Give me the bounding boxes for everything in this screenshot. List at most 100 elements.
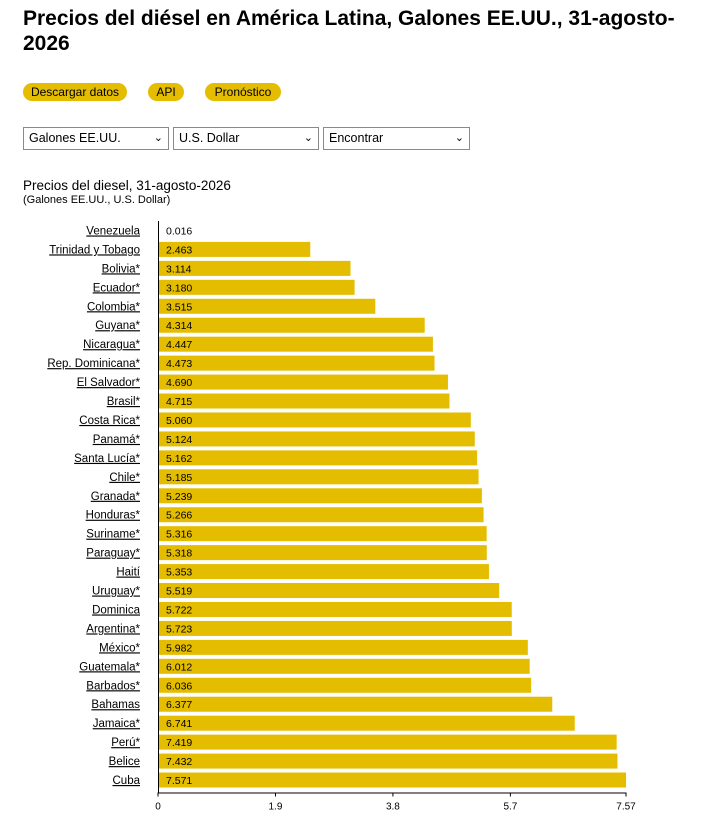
bar xyxy=(158,715,575,731)
value-label: 5.318 xyxy=(166,548,192,560)
value-label: 6.741 xyxy=(166,718,192,730)
value-label: 4.715 xyxy=(166,396,192,408)
category-label[interactable]: Paraguay* xyxy=(86,548,140,560)
category-label[interactable]: Dominica xyxy=(92,604,141,616)
category-label[interactable]: Colombia* xyxy=(87,301,141,313)
x-tick-label: 0 xyxy=(155,802,161,813)
forecast-button[interactable]: Pronóstico xyxy=(205,83,281,101)
bar xyxy=(158,488,482,504)
bar xyxy=(158,734,617,750)
category-label[interactable]: Ecuador* xyxy=(93,282,141,294)
chart-title: Precios del diesel, 31-agosto-2026 xyxy=(23,178,231,193)
x-tick-label: 7.57 xyxy=(616,802,636,813)
bar xyxy=(158,317,425,333)
value-label: 5.982 xyxy=(166,642,192,654)
bar xyxy=(158,639,528,655)
value-label: 5.124 xyxy=(166,434,192,446)
category-label[interactable]: El Salvador* xyxy=(77,377,141,389)
bar xyxy=(158,393,450,409)
bar xyxy=(158,412,471,428)
category-label[interactable]: Rep. Dominicana* xyxy=(47,358,140,370)
category-label[interactable]: Honduras* xyxy=(86,510,141,522)
category-label[interactable]: Bahamas xyxy=(91,699,140,711)
currency-select-value: U.S. Dollar xyxy=(179,131,240,145)
find-select-value: Encontrar xyxy=(329,131,384,145)
bar xyxy=(158,564,489,580)
bar xyxy=(158,545,487,561)
chevron-down-icon: ⌄ xyxy=(303,132,313,144)
value-label: 5.185 xyxy=(166,472,192,484)
category-label[interactable]: Haití xyxy=(116,567,140,579)
category-label[interactable]: Panamá* xyxy=(93,434,141,446)
value-label: 4.447 xyxy=(166,339,192,351)
category-label[interactable]: Bolivia* xyxy=(102,263,141,275)
x-tick-label: 1.9 xyxy=(269,802,283,813)
value-label: 7.419 xyxy=(166,737,192,749)
category-label[interactable]: Barbados* xyxy=(86,680,140,692)
category-label[interactable]: Guyana* xyxy=(95,320,140,332)
category-label[interactable]: Belice xyxy=(109,756,140,768)
bar xyxy=(158,241,311,257)
bar xyxy=(158,431,475,447)
bar xyxy=(158,620,512,636)
category-label[interactable]: Trinidad y Tobago xyxy=(49,244,140,256)
category-label[interactable]: Suriname* xyxy=(86,529,140,541)
bar xyxy=(158,658,530,674)
bar xyxy=(158,374,448,390)
chart-subtitle: (Galones EE.UU., U.S. Dollar) xyxy=(23,194,171,206)
value-label: 3.180 xyxy=(166,282,192,294)
bar xyxy=(158,677,532,693)
currency-select[interactable]: U.S. Dollar ⌄ xyxy=(173,127,319,150)
value-label: 5.316 xyxy=(166,529,192,541)
category-label[interactable]: Cuba xyxy=(113,775,141,787)
bar xyxy=(158,298,376,314)
value-label: 6.377 xyxy=(166,699,192,711)
value-label: 5.239 xyxy=(166,491,192,503)
value-label: 7.571 xyxy=(166,775,192,787)
page-title: Precios del diésel en América Latina, Ga… xyxy=(23,7,675,55)
find-select[interactable]: Encontrar ⌄ xyxy=(323,127,470,150)
category-label[interactable]: Granada* xyxy=(91,491,141,503)
category-label[interactable]: Uruguay* xyxy=(92,586,140,598)
category-label[interactable]: Jamaica* xyxy=(93,718,141,730)
category-label[interactable]: Venezuela xyxy=(86,225,140,237)
x-tick-label: 5.7 xyxy=(503,802,517,813)
category-label[interactable]: Costa Rica* xyxy=(79,415,140,427)
category-label[interactable]: Perú* xyxy=(111,737,140,749)
value-label: 6.012 xyxy=(166,661,192,673)
bar xyxy=(158,260,351,276)
value-label: 4.314 xyxy=(166,320,192,332)
bar xyxy=(158,601,512,617)
category-label[interactable]: México* xyxy=(99,642,140,654)
value-label: 5.266 xyxy=(166,510,192,522)
category-label[interactable]: Guatemala* xyxy=(79,661,140,673)
bar xyxy=(158,753,618,769)
bar xyxy=(158,772,627,788)
bar xyxy=(158,583,500,599)
bar xyxy=(158,526,487,542)
category-label[interactable]: Santa Lucía* xyxy=(74,453,140,465)
unit-select[interactable]: Galones EE.UU. ⌄ xyxy=(23,127,169,150)
value-label: 5.162 xyxy=(166,453,192,465)
value-label: 5.722 xyxy=(166,604,192,616)
value-label: 0.016 xyxy=(166,225,192,237)
value-label: 5.060 xyxy=(166,415,192,427)
category-label[interactable]: Brasil* xyxy=(107,396,141,408)
bar xyxy=(158,507,484,523)
value-label: 3.515 xyxy=(166,301,192,313)
value-label: 5.519 xyxy=(166,586,192,598)
category-label[interactable]: Chile* xyxy=(109,472,140,484)
value-label: 4.473 xyxy=(166,358,192,370)
api-button[interactable]: API xyxy=(148,83,184,101)
value-label: 4.690 xyxy=(166,377,192,389)
category-label[interactable]: Nicaragua* xyxy=(83,339,140,351)
unit-select-value: Galones EE.UU. xyxy=(29,131,121,145)
category-label[interactable]: Argentina* xyxy=(86,623,140,635)
x-tick-label: 3.8 xyxy=(386,802,400,813)
bar xyxy=(158,355,435,371)
chevron-down-icon: ⌄ xyxy=(153,132,163,144)
download-data-button[interactable]: Descargar datos xyxy=(23,83,127,101)
bar xyxy=(158,469,479,485)
value-label: 2.463 xyxy=(166,244,192,256)
